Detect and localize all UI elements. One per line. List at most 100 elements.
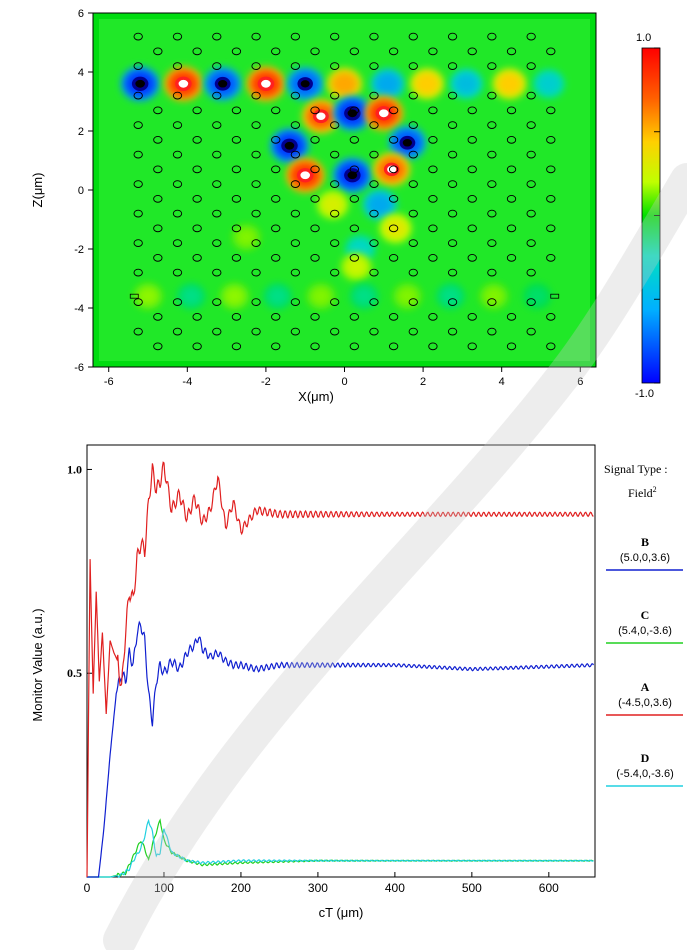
legend-series-position: (5.4,0,-3.6) [618,625,672,637]
lattice-hole [467,313,477,321]
line-x-axis: 0 100 200 300 400 500 600 [84,872,559,895]
lattice-hole [153,136,163,144]
lattice-hole [447,91,458,100]
line-y-label: Monitor Value (a.u.) [30,608,45,721]
field-hotspot [327,68,362,100]
lattice-hole [526,180,536,188]
lattice-hole [330,268,340,277]
lattice-hole [231,342,242,351]
lattice-hole [369,180,379,188]
hotspot-body [236,228,257,247]
hotspot-body [383,218,408,239]
lattice-hole [408,327,418,336]
colorbar-ticks [654,47,660,384]
lattice-hole [526,268,536,277]
series-d-line [87,818,594,878]
lattice-hole [506,47,517,56]
lattice-hole [212,91,222,100]
lattice-hole [271,313,281,321]
y-tick-label: 0 [78,185,84,197]
photonic-crystal-lattice [129,32,560,351]
field-hotspot [286,158,325,193]
lattice-hole [447,121,458,129]
field-hotspot [379,214,412,243]
field-hotspot [270,128,309,163]
lattice-hole [506,342,517,351]
lattice-hole [369,32,379,41]
field-hotspot [533,69,565,98]
lattice-hole [526,91,536,100]
legend-series-name: C [641,608,650,622]
monitor-marker [550,293,560,299]
hotspot-body [440,287,461,306]
field-hotspot [410,68,444,99]
lattice-hole [447,209,458,218]
lattice-hole [153,254,163,262]
lattice-hole [369,150,379,159]
hotspot-body [375,72,401,95]
lattice-hole [133,91,143,100]
lattice-hole [546,195,556,203]
lattice-hole [271,106,281,115]
legend-item-b: B (5.0,0,3.6) [606,535,683,571]
lattice-hole [428,342,438,351]
lattice-hole [172,298,183,306]
lattice-hole [212,32,222,41]
lattice-hole [153,342,163,351]
hotspot-body [527,287,547,305]
lattice-hole [546,47,556,56]
legend-series-position: (-5.4,0,-3.6) [616,768,673,780]
x-tick-label: 500 [462,881,482,895]
lattice-hole [172,32,183,41]
lattice-hole [290,327,301,336]
legend-series-name: B [641,535,649,549]
lattice-hole [133,32,143,41]
watermark-stroke [103,163,687,950]
lattice-hole [330,91,340,100]
lattice-hole [506,165,517,174]
lattice-hole [212,180,222,188]
lattice-hole [526,32,536,41]
lattice-hole [251,327,261,336]
lattice-hole [172,180,183,188]
lattice-hole [290,209,301,218]
lattice-hole [251,91,261,100]
heatmap-x-label: X(μm) [298,389,334,404]
lattice-hole [546,342,556,351]
hotspot-peak [135,79,145,88]
lattice-hole [172,91,183,100]
lattice-hole [133,327,143,336]
lattice-hole [546,165,556,174]
lattice-hole [172,121,183,129]
lattice-hole [428,313,438,321]
lattice-hole [330,209,340,218]
lattice-hole [349,342,359,351]
lattice-hole [192,106,202,115]
lattice-hole [428,106,438,115]
x-tick-label: 0 [84,881,91,895]
field-hotspot [263,283,292,310]
lattice-hole [290,150,301,159]
y-tick-label: 1.0 [67,462,82,476]
lattice-hole [408,91,418,100]
lattice-hole [310,195,320,203]
watermark [103,163,687,950]
lattice-hole [546,313,556,321]
lattice-hole [428,224,438,233]
hotspot-body [321,194,345,215]
lattice-hole [526,62,536,70]
lattice-hole [388,136,399,144]
lattice-hole [506,254,517,262]
field-hotspot [306,283,336,310]
x-tick-label: -2 [261,376,271,388]
legend-series-position: (5.0,0,3.6) [620,552,670,564]
hotspot-body [367,193,393,216]
lattice-hole [310,254,320,262]
lattice-hole [349,106,359,115]
hotspot-body [267,287,288,306]
legend-item-d: D (-5.4,0,-3.6) [606,751,683,787]
hotspot-peak [387,165,397,174]
lattice-hole [467,224,477,233]
lattice-hole [388,47,399,56]
x-tick-label: 4 [499,376,505,388]
